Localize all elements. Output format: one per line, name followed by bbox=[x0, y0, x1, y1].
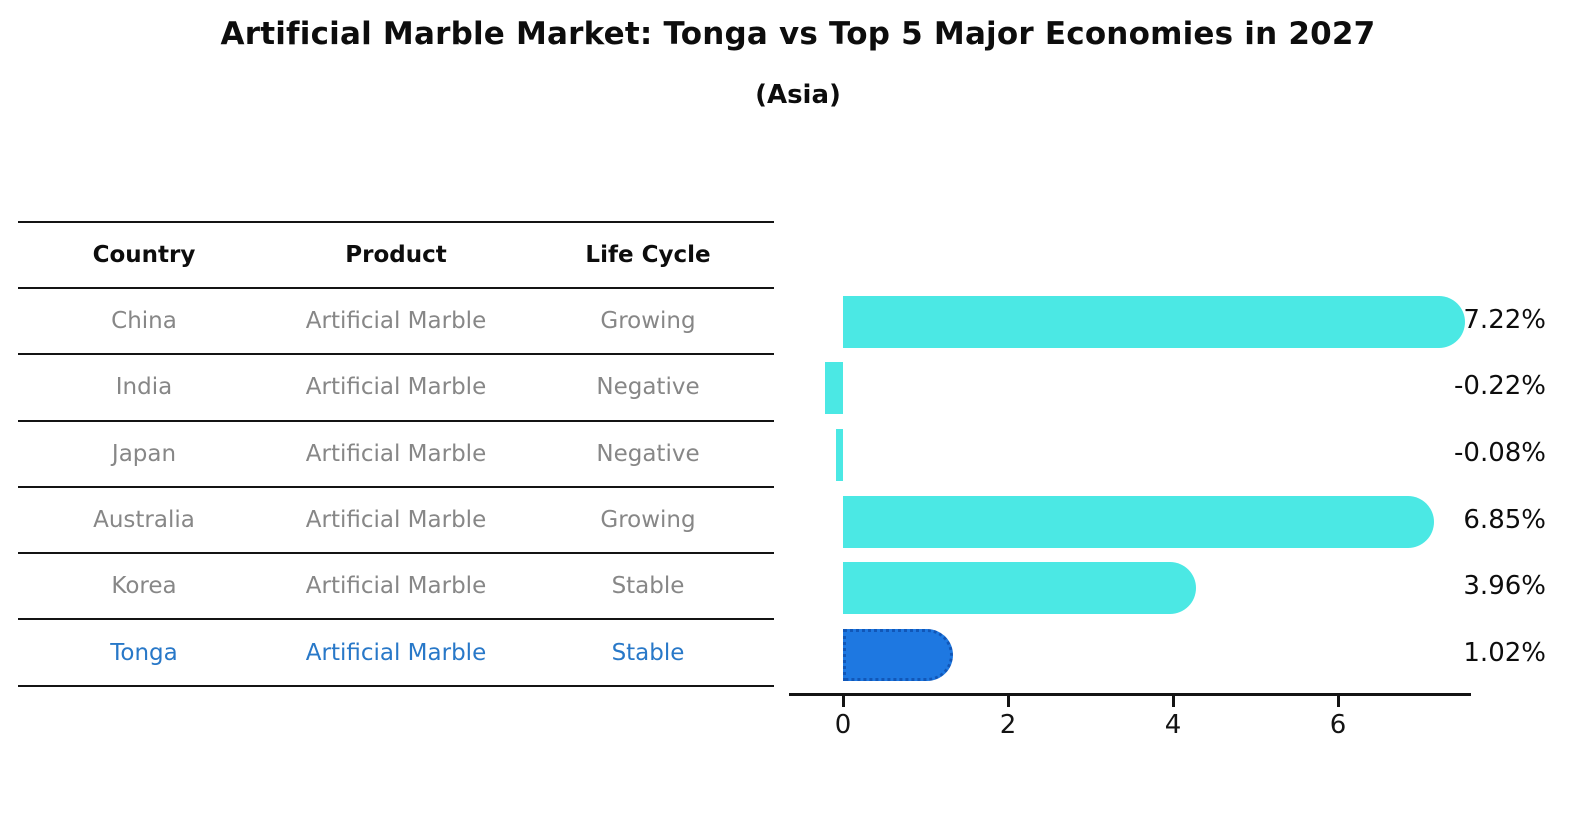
x-axis-tick bbox=[1006, 696, 1010, 707]
bar-china bbox=[843, 295, 1465, 348]
table-row-australia: Australia Artificial Marble Growing bbox=[18, 488, 774, 555]
life-cycle-cell: Stable bbox=[611, 573, 685, 600]
table-row-korea: Korea Artificial Marble Stable bbox=[18, 554, 774, 621]
value-label-australia: 6.85% bbox=[1463, 504, 1546, 535]
life-cycle-cell: Growing bbox=[600, 308, 696, 335]
page-title: Artificial Marble Market: Tonga vs Top 5… bbox=[220, 16, 1376, 52]
column-header-life-cycle: Life Cycle bbox=[585, 242, 711, 268]
bar-korea bbox=[843, 562, 1196, 615]
column-header-product: Product bbox=[345, 242, 447, 268]
value-label-india: -0.22% bbox=[1454, 371, 1546, 402]
bar-tonga bbox=[843, 629, 954, 681]
life-cycle-cell: Negative bbox=[596, 374, 700, 401]
product-cell: Artificial Marble bbox=[305, 308, 487, 335]
x-axis-tick bbox=[1336, 696, 1340, 707]
table-row-india: India Artificial Marble Negative bbox=[18, 355, 774, 422]
product-cell: Artificial Marble bbox=[305, 507, 487, 534]
x-axis-tick bbox=[1171, 696, 1175, 707]
country-cell: Australia bbox=[93, 507, 195, 534]
country-cell: Tonga bbox=[110, 639, 178, 666]
country-cell: Japan bbox=[111, 440, 177, 467]
table-row-tonga: Tonga Artificial Marble Stable bbox=[18, 620, 774, 687]
value-label-korea: 3.96% bbox=[1463, 571, 1546, 602]
country-cell: China bbox=[111, 308, 177, 335]
life-cycle-cell: Growing bbox=[600, 507, 696, 534]
product-cell: Artificial Marble bbox=[305, 374, 487, 401]
bar-india bbox=[824, 362, 843, 415]
life-cycle-cell: Stable bbox=[611, 639, 685, 666]
x-axis-tick-label: 6 bbox=[1329, 710, 1347, 740]
x-axis-tick-label: 2 bbox=[999, 710, 1017, 740]
product-cell: Artificial Marble bbox=[305, 639, 487, 666]
product-cell: Artificial Marble bbox=[305, 440, 487, 467]
x-axis-tick-label: 0 bbox=[834, 710, 852, 740]
life-cycle-cell: Negative bbox=[596, 440, 700, 467]
x-axis-tick-label: 4 bbox=[1164, 710, 1182, 740]
country-table: Country Product Life Cycle China Artific… bbox=[18, 221, 774, 687]
table-row-japan: Japan Artificial Marble Negative bbox=[18, 422, 774, 488]
value-label-tonga: 1.02% bbox=[1463, 638, 1546, 668]
page-subtitle: (Asia) bbox=[755, 80, 841, 110]
country-cell: India bbox=[115, 374, 173, 401]
bar-australia bbox=[843, 495, 1435, 548]
country-cell: Korea bbox=[111, 573, 177, 600]
value-label-china: 7.22% bbox=[1463, 304, 1546, 335]
table-row-china: China Artificial Marble Growing bbox=[18, 289, 774, 356]
product-cell: Artificial Marble bbox=[305, 573, 487, 600]
table-header-row: Country Product Life Cycle bbox=[18, 223, 774, 289]
x-axis-tick bbox=[841, 696, 845, 707]
value-label-japan: -0.08% bbox=[1454, 437, 1546, 468]
bar-japan bbox=[836, 428, 843, 481]
column-header-country: Country bbox=[92, 242, 196, 268]
x-axis-line bbox=[789, 693, 1471, 696]
